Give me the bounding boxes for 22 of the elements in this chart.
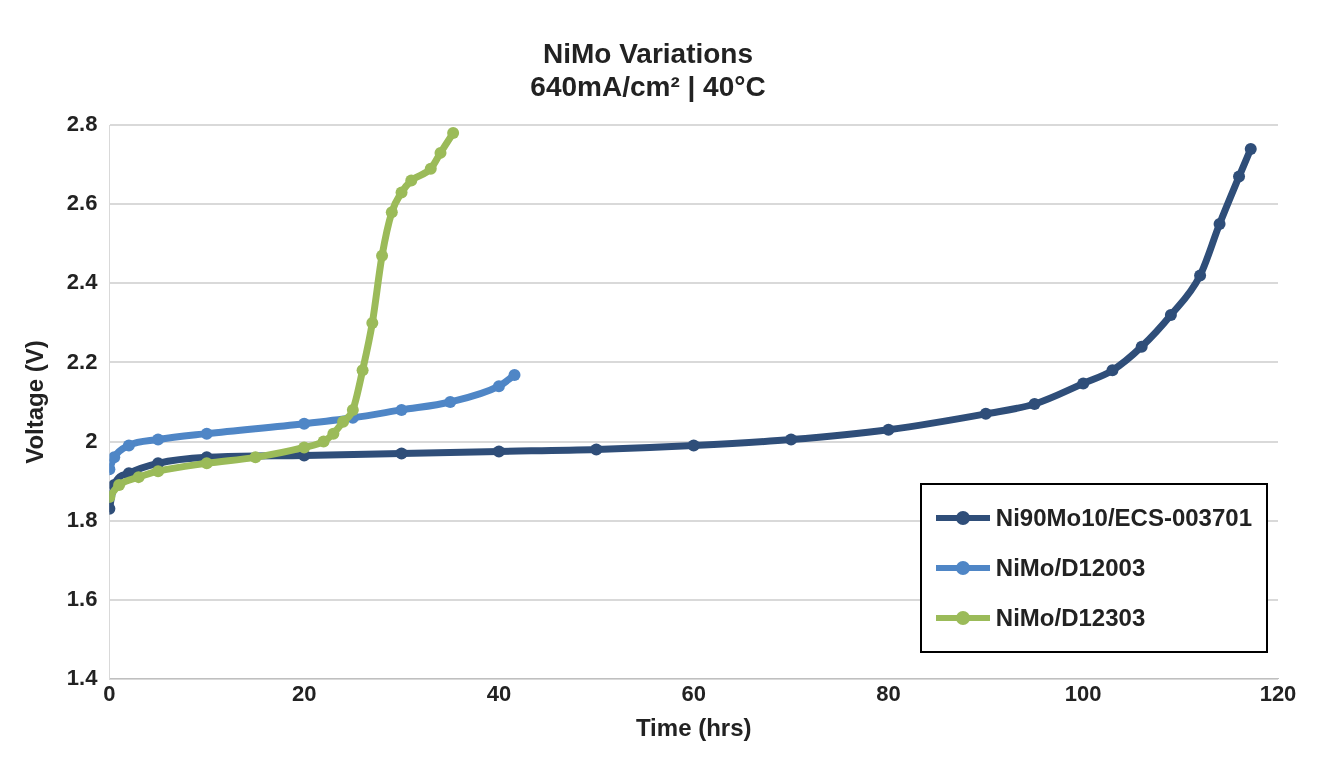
x-tick-label: 100	[1064, 681, 1102, 707]
y-tick-label: 2.2	[66, 348, 98, 374]
legend-label: NiMo/D12303	[995, 604, 1146, 632]
y-tick-label: 1.6	[66, 585, 98, 611]
x-tick-label: 0	[103, 681, 116, 707]
legend-label: Ni90Mo10/ECS-003701	[995, 504, 1252, 532]
x-tick-label: 60	[681, 681, 706, 707]
legend-label: NiMo/D12003	[995, 554, 1146, 582]
y-tick-label: 1.4	[66, 664, 99, 690]
chart-title: NiMo Variations	[542, 37, 754, 69]
x-tick-label: 40	[486, 681, 512, 707]
x-tick-label: 20	[291, 681, 317, 707]
y-axis-title: Voltage (V)	[21, 340, 49, 464]
x-tick-label: 80	[876, 681, 901, 707]
y-tick-label: 2.4	[66, 269, 99, 295]
y-tick-label: 2	[85, 427, 98, 453]
y-tick-label: 2.6	[66, 190, 98, 216]
chart-subtitle: 640mA/cm² | 40°C	[530, 71, 766, 103]
x-axis-title: Time (hrs)	[635, 714, 752, 742]
y-tick-label: 1.8	[66, 506, 98, 532]
x-tick-label: 120	[1259, 681, 1297, 707]
y-tick-label: 2.8	[66, 111, 98, 137]
